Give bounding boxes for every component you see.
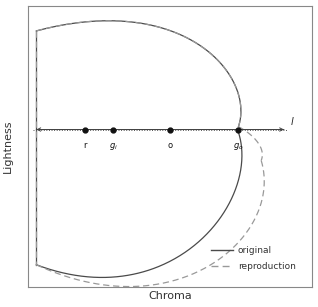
Text: $g_o$: $g_o$ — [233, 141, 244, 152]
Text: $l$: $l$ — [290, 115, 294, 127]
Text: o: o — [168, 141, 173, 150]
Legend: original, reproduction: original, reproduction — [207, 243, 299, 274]
Text: r: r — [83, 141, 86, 150]
Text: Lightness: Lightness — [3, 120, 13, 173]
X-axis label: Chroma: Chroma — [148, 291, 192, 301]
Text: $g_i$: $g_i$ — [109, 141, 118, 152]
